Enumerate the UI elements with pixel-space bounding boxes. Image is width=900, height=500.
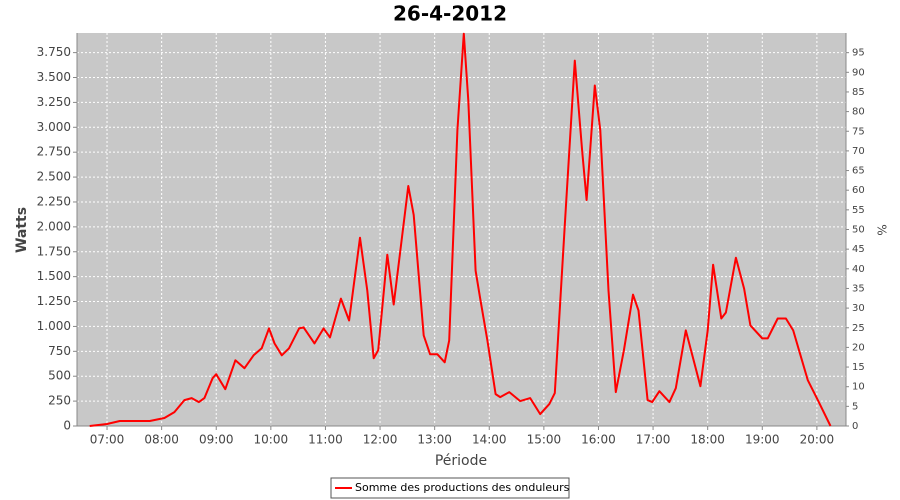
y-tick-label: 1.250 xyxy=(37,294,71,308)
y2-tick-label: 30 xyxy=(852,303,865,314)
x-tick-label: 19:00 xyxy=(745,433,780,447)
x-tick-label: 12:00 xyxy=(363,433,398,447)
y2-tick-label: 50 xyxy=(852,225,865,236)
y-tick-label: 2.000 xyxy=(37,219,71,233)
y-tick-label: 3.000 xyxy=(37,120,71,134)
y-tick-label: 250 xyxy=(48,394,71,408)
y2-tick-label: 65 xyxy=(852,166,865,177)
y-tick-label: 3.750 xyxy=(37,45,71,59)
y2-tick-label: 95 xyxy=(852,48,865,59)
y2-tick-label: 55 xyxy=(852,205,865,216)
y2-tick-label: 60 xyxy=(852,185,865,196)
y2-tick-label: 15 xyxy=(852,362,865,373)
x-tick-label: 09:00 xyxy=(199,433,234,447)
x-tick-label: 20:00 xyxy=(800,433,835,447)
plot-area xyxy=(77,33,846,426)
y2-tick-label: 10 xyxy=(852,382,865,393)
chart-title: 26-4-2012 xyxy=(393,2,507,26)
y-tick-label: 0 xyxy=(63,419,71,433)
x-tick-label: 13:00 xyxy=(417,433,452,447)
y-tick-label: 2.500 xyxy=(37,170,71,184)
y-tick-label: 2.750 xyxy=(37,145,71,159)
x-tick-label: 11:00 xyxy=(308,433,343,447)
legend-label: Somme des productions des onduleurs xyxy=(355,481,570,494)
x-tick-label: 08:00 xyxy=(144,433,179,447)
x-tick-label: 14:00 xyxy=(472,433,507,447)
y2-tick-label: 80 xyxy=(852,107,865,118)
y2-axis-label: % xyxy=(875,224,889,235)
y2-tick-label: 35 xyxy=(852,283,865,294)
x-tick-label: 10:00 xyxy=(254,433,289,447)
x-tick-label: 15:00 xyxy=(527,433,562,447)
x-tick-label: 07:00 xyxy=(90,433,125,447)
y-tick-label: 750 xyxy=(48,344,71,358)
legend xyxy=(330,477,570,499)
y2-tick-label: 85 xyxy=(852,87,865,98)
y-axis-label: Watts xyxy=(14,207,30,253)
y-tick-label: 1.000 xyxy=(37,319,71,333)
y2-tick-label: 0 xyxy=(852,421,858,432)
y2-tick-label: 5 xyxy=(852,401,858,412)
y2-tick-label: 20 xyxy=(852,342,865,353)
y-tick-label: 1.500 xyxy=(37,269,71,283)
y-tick-label: 2.250 xyxy=(37,194,71,208)
y-tick-label: 1.750 xyxy=(37,244,71,258)
x-tick-label: 17:00 xyxy=(636,433,671,447)
x-axis-label: Période xyxy=(435,453,487,469)
y2-tick-label: 40 xyxy=(852,264,865,275)
x-tick-label: 18:00 xyxy=(690,433,725,447)
series-line xyxy=(89,32,832,427)
y-tick-label: 3.500 xyxy=(37,70,71,84)
y2-tick-label: 45 xyxy=(852,244,865,255)
y2-tick-label: 70 xyxy=(852,146,865,157)
y-tick-label: 3.250 xyxy=(37,95,71,109)
x-tick-label: 16:00 xyxy=(581,433,616,447)
y2-tick-label: 25 xyxy=(852,323,865,334)
y2-tick-label: 75 xyxy=(852,126,865,137)
y2-tick-label: 90 xyxy=(852,67,865,78)
y-tick-label: 500 xyxy=(48,369,71,383)
